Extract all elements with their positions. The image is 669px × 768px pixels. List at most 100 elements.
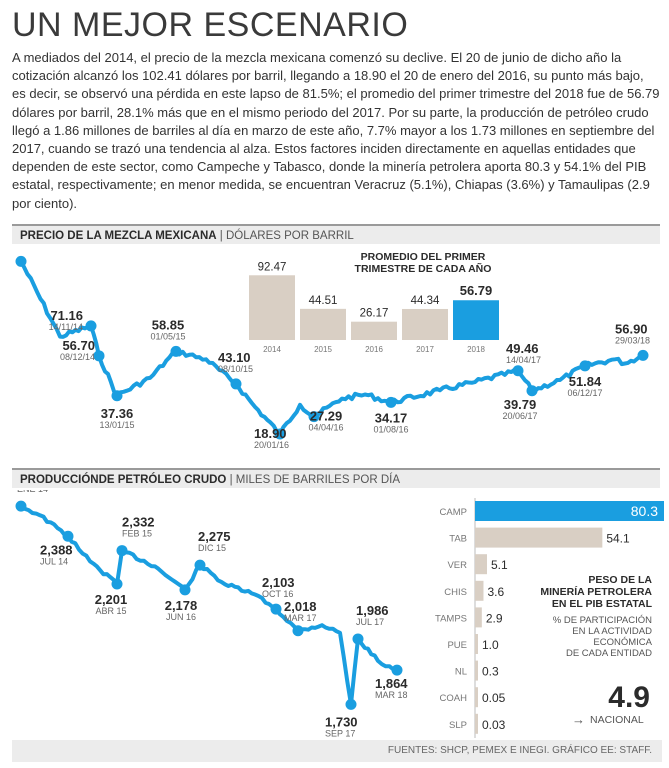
price-date-label: 01/08/16	[373, 424, 408, 434]
national-label: NACIONAL	[590, 714, 644, 726]
hbar-value-label: 54.1	[606, 532, 630, 546]
hbar-category-label: PUE	[447, 640, 467, 651]
production-point-marker	[352, 633, 364, 645]
hbar-category-label: CAMP	[440, 507, 467, 518]
hbar-value-label: 2.9	[486, 611, 503, 625]
price-date-label: 14/11/14	[49, 322, 83, 332]
production-date-label: JUN 16	[166, 612, 196, 622]
price-date-label: 14/04/17	[506, 355, 541, 365]
inset-chart-title: TRIMESTRE DE CADA AÑO	[355, 262, 492, 275]
price-point-marker	[111, 390, 123, 402]
hbar-category-label: NL	[455, 667, 467, 678]
production-date-label: OCT 16	[262, 589, 293, 599]
price-date-label: 01/05/15	[150, 331, 185, 341]
price-point-marker	[512, 365, 524, 377]
hbar-category-label: CHIS	[444, 587, 467, 598]
inset-bar	[300, 308, 346, 340]
production-point-marker	[62, 530, 74, 542]
price-point-marker	[230, 378, 242, 390]
production-date-label: ABR 15	[95, 606, 126, 616]
inset-bar-value-label: 26.17	[360, 308, 389, 320]
production-value-label: 2,388	[40, 542, 73, 557]
hbar-chart-title: MINERÍA PETROLERA	[540, 585, 652, 598]
production-section-header: PRODUCCIÓNDE PETRÓLEO CRUDO | MILES DE B…	[12, 468, 660, 488]
production-value-label: 2,201	[95, 592, 128, 607]
header-divider: |	[229, 474, 236, 486]
price-date-label: 04/04/16	[308, 423, 343, 433]
price-value-label: 56.70	[62, 338, 95, 353]
price-date-label: 13/01/15	[99, 420, 134, 430]
hbar-value-label: 80.3	[631, 503, 658, 519]
production-point-marker	[116, 545, 128, 557]
production-date-label: DIC 15	[198, 543, 226, 553]
sources-footer: FUENTES: SHCP, PEMEX E INEGI. GRÁFICO EE…	[12, 740, 662, 762]
price-point-marker	[526, 385, 538, 397]
price-value-label: 51.84	[569, 374, 602, 389]
price-point-marker	[308, 411, 320, 423]
hbar-bar	[475, 607, 482, 628]
production-value-label: 2,332	[122, 515, 155, 530]
price-point-marker	[93, 350, 105, 362]
price-point-marker	[385, 396, 397, 408]
header-divider: |	[219, 230, 226, 242]
inset-bar	[402, 308, 448, 340]
hbar-chart-subtitle: ECONÓMICA	[593, 637, 652, 648]
hbar-value-label: 0.03	[482, 718, 506, 732]
price-value-label: 18.90	[254, 426, 287, 441]
inset-year-label: 2018	[467, 345, 485, 354]
inset-bar-value-label: 44.34	[411, 295, 440, 307]
price-value-label: 34.17	[375, 410, 408, 425]
national-value: 4.9	[608, 681, 650, 714]
inset-year-label: 2016	[365, 345, 383, 354]
production-date-label: ENE 14	[17, 490, 48, 494]
hbar-chart-title: PESO DE LA	[588, 574, 652, 586]
page-title: UN MEJOR ESCENARIO	[12, 6, 409, 44]
production-series-line	[19, 504, 398, 707]
production-point-marker	[345, 698, 357, 710]
price-value-label: 58.85	[152, 317, 185, 332]
price-date-label: 06/12/17	[567, 388, 602, 398]
hbar-bar	[475, 527, 603, 548]
arrow-right-icon: →	[572, 712, 585, 727]
hbar-value-label: 3.6	[487, 585, 504, 599]
inset-year-label: 2015	[314, 345, 332, 354]
production-value-label: 2,275	[198, 529, 231, 544]
inset-bar	[351, 321, 397, 340]
inset-bar-value-label: 92.47	[258, 261, 287, 273]
hbar-category-label: COAH	[440, 693, 468, 704]
price-value-label: 56.90	[615, 321, 648, 336]
production-point-marker	[292, 625, 304, 637]
inset-bar-value-label: 56.79	[460, 283, 493, 298]
price-section-title: PRECIO DE LA MEZCLA MEXICANA	[20, 230, 217, 242]
hbar-bar	[475, 580, 484, 601]
hbar-value-label: 0.05	[482, 691, 506, 705]
price-value-label: 71.16	[50, 308, 83, 323]
price-point-marker	[579, 360, 591, 372]
price-value-label: 39.79	[504, 397, 537, 412]
production-date-label: JUL 17	[356, 617, 384, 627]
production-point-marker	[15, 500, 27, 512]
hbar-value-label: 1.0	[482, 638, 499, 652]
price-value-label: 49.46	[506, 341, 539, 356]
hbar-bar	[475, 634, 478, 654]
price-date-label: 20/01/16	[254, 440, 289, 450]
hbar-category-label: SLP	[449, 720, 467, 731]
hbar-chart-subtitle: EN LA ACTIVIDAD	[572, 626, 652, 637]
inset-bar	[249, 275, 295, 340]
production-value-label: 2,018	[284, 599, 317, 614]
price-value-label: 27.29	[310, 409, 343, 424]
hbar-chart-title: EN EL PIB ESTATAL	[552, 598, 653, 610]
production-point-marker	[194, 559, 206, 571]
price-date-label: 08/10/15	[218, 364, 253, 374]
hbar-value-label: 0.3	[482, 665, 499, 679]
price-section-header: PRECIO DE LA MEZCLA MEXICANA | DÓLARES P…	[12, 224, 660, 244]
inset-year-label: 2017	[416, 345, 434, 354]
price-point-marker	[637, 349, 649, 361]
price-section-subtitle: DÓLARES POR BARRIL	[225, 230, 354, 242]
inset-bar-value-label: 44.51	[309, 295, 338, 307]
production-date-label: MAR 17	[284, 613, 317, 623]
price-point-marker	[274, 428, 286, 440]
production-point-marker	[391, 664, 403, 676]
production-value-label: 1,864	[375, 676, 408, 691]
